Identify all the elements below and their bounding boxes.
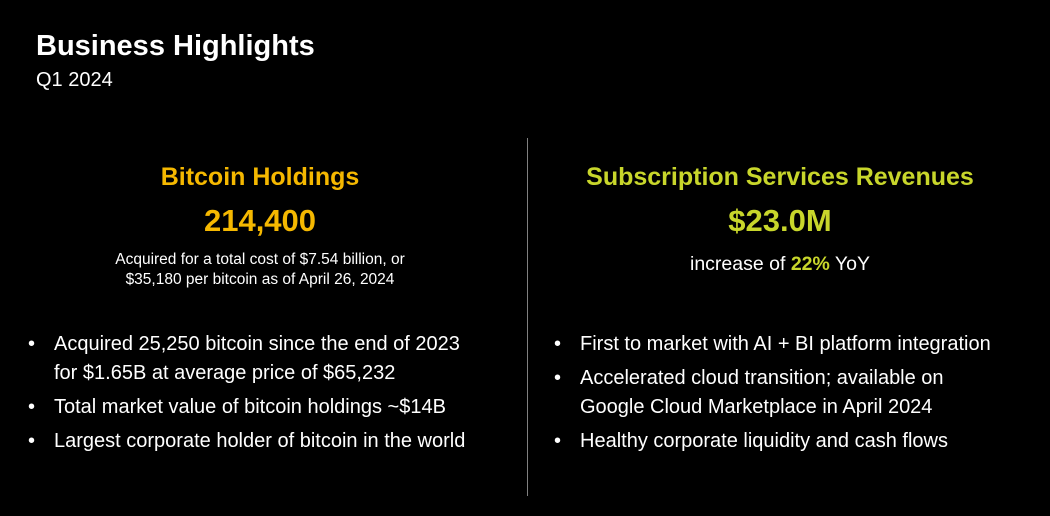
subscription-caption-prefix: increase of xyxy=(690,253,791,275)
subscription-bullet-item: • Accelerated cloud transition; availabl… xyxy=(554,364,1034,422)
bullet-icon: • xyxy=(28,430,36,452)
bullet-icon: • xyxy=(554,430,562,452)
bitcoin-heading: Bitcoin Holdings xyxy=(160,163,360,191)
bullet-icon: • xyxy=(554,367,562,389)
bitcoin-bullet-item: • Acquired 25,250 bitcoin since the end … xyxy=(28,330,518,388)
bitcoin-bullet-1-line2: for $1.65B at average price of $65,232 xyxy=(54,362,396,384)
subscription-caption: increase of 22% YoY xyxy=(530,252,1030,276)
bitcoin-bullet-list: • Acquired 25,250 bitcoin since the end … xyxy=(28,330,518,461)
bitcoin-caption: Acquired for a total cost of $7.54 billi… xyxy=(10,250,510,290)
bitcoin-bullet-item: • Largest corporate holder of bitcoin in… xyxy=(28,427,518,456)
page-title: Business Highlights xyxy=(36,30,315,62)
page-subtitle: Q1 2024 xyxy=(36,69,113,91)
bullet-icon: • xyxy=(28,333,36,355)
bitcoin-bullet-3-line1: Largest corporate holder of bitcoin in t… xyxy=(54,430,466,452)
subscription-bullet-2-line1: Accelerated cloud transition; available … xyxy=(580,367,944,389)
subscription-bullet-1-line1: First to market with AI + BI platform in… xyxy=(580,333,991,355)
subscription-bullet-list: • First to market with AI + BI platform … xyxy=(554,330,1034,461)
subscription-growth-percent: 22% xyxy=(790,253,830,275)
subscription-heading: Subscription Services Revenues xyxy=(586,163,974,191)
subscription-caption-suffix: YoY xyxy=(829,253,870,275)
subscription-bullet-item: • Healthy corporate liquidity and cash f… xyxy=(554,427,1034,456)
bitcoin-caption-line1: Acquired for a total cost of $7.54 billi… xyxy=(115,251,405,268)
bitcoin-metric: 214,400 xyxy=(203,203,317,238)
subscription-metric: $23.0M xyxy=(728,203,832,238)
bitcoin-bullet-2-line1: Total market value of bitcoin holdings ~… xyxy=(54,396,446,418)
bitcoin-bullet-item: • Total market value of bitcoin holdings… xyxy=(28,393,518,422)
bullet-icon: • xyxy=(28,396,36,418)
column-divider xyxy=(527,138,528,496)
subscription-bullet-item: • First to market with AI + BI platform … xyxy=(554,330,1034,359)
bullet-icon: • xyxy=(554,333,562,355)
subscription-bullet-2-line2: Google Cloud Marketplace in April 2024 xyxy=(580,396,933,418)
subscription-bullet-3-line1: Healthy corporate liquidity and cash flo… xyxy=(580,430,948,452)
bitcoin-bullet-1-line1: Acquired 25,250 bitcoin since the end of… xyxy=(54,333,460,355)
bitcoin-caption-line2: $35,180 per bitcoin as of April 26, 2024 xyxy=(125,271,395,288)
